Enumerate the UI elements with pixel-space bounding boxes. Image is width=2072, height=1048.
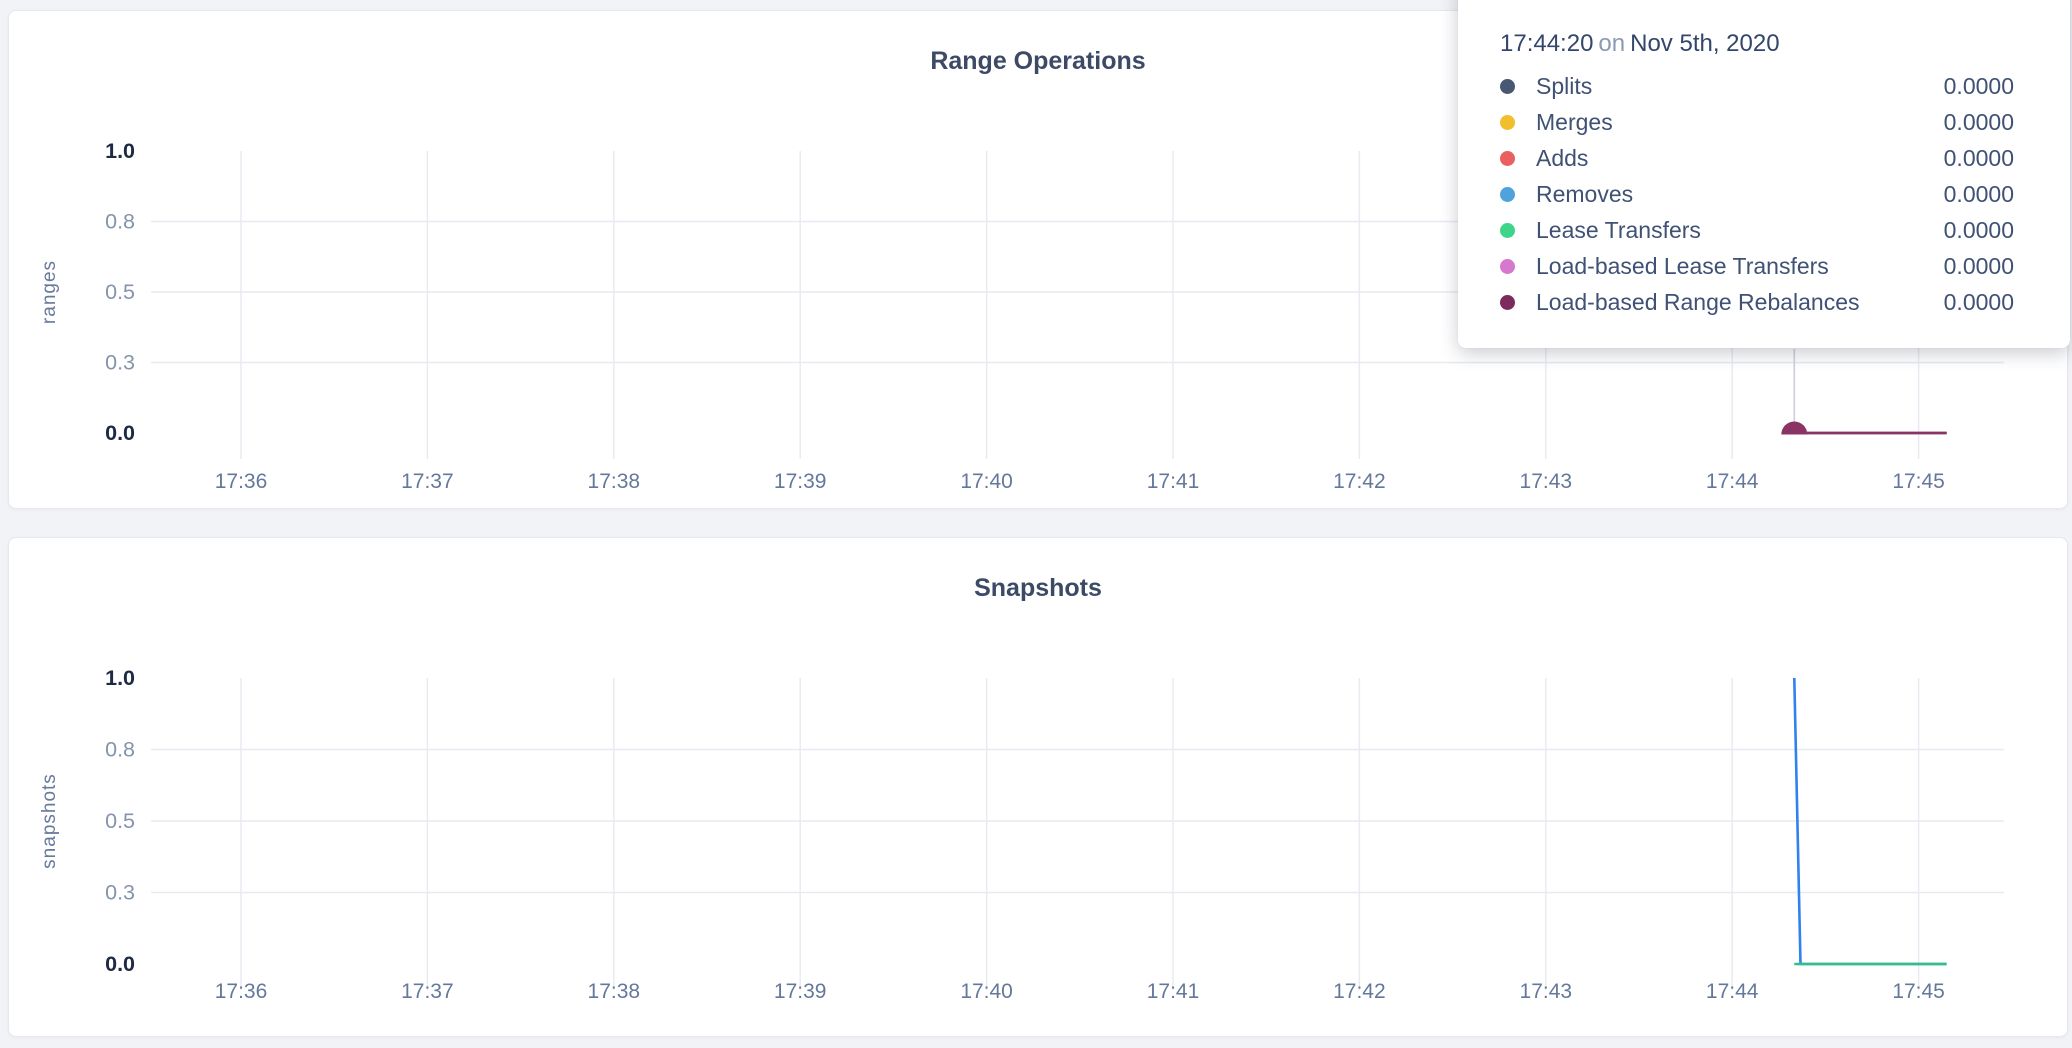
y-tick-label: 1.0 (105, 139, 135, 163)
series-value: 0.0000 (1943, 288, 2014, 315)
x-tick-label: 17:43 (1520, 980, 1573, 1003)
tooltip-series-list: Splits 0.0000 Merges 0.0000 Adds 0.0000 Remove… (1500, 68, 2014, 320)
series-color-dot (1500, 78, 1515, 94)
series-label: Splits (1536, 72, 1593, 99)
hover-tooltip: 17:44:20 on Nov 5th, 2020 Splits 0.0000 Merg… (1458, 0, 2070, 348)
tooltip-timestamp: 17:44:20 on Nov 5th, 2020 (1500, 28, 2014, 60)
tooltip-series-row: Lease Transfers 0.0000 (1500, 212, 2014, 248)
y-axis-label: ranges (39, 260, 60, 324)
snapshots-card: 17:36 17:37 17:38 17:39 17:40 17:41 17:42 17:43… (8, 537, 2068, 1037)
y-tick-label: 0.3 (105, 881, 135, 905)
x-tick-label: 17:39 (774, 980, 827, 1003)
x-tick-label: 17:42 (1333, 470, 1386, 493)
y-tick-label: 0.5 (105, 809, 135, 833)
x-tick-label: 17:42 (1333, 980, 1386, 1003)
x-tick-label: 17:44 (1706, 470, 1759, 493)
series-value: 0.0000 (1943, 108, 2014, 135)
x-tick-label: 17:38 (588, 470, 641, 493)
tooltip-series-row: Load-based Lease Transfers 0.0000 (1500, 248, 2014, 284)
series-label: Adds (1536, 144, 1589, 171)
series-value: 0.0000 (1943, 252, 2014, 279)
series-color-dot (1500, 114, 1515, 130)
hover-marker (1781, 421, 1808, 435)
series-label: Merges (1536, 108, 1613, 135)
y-tick-label: 0.0 (105, 421, 135, 445)
x-tick-label: 17:43 (1520, 470, 1573, 493)
range-operations-plot[interactable]: 17:36 17:37 17:38 17:39 17:40 17:41 17:42 17:43… (9, 11, 2069, 508)
snapshots-plot[interactable]: 17:36 17:37 17:38 17:39 17:40 17:41 17:42 17:43… (9, 538, 2069, 1036)
snapshots-title: Snapshots (974, 574, 1102, 602)
series-color-dot (1500, 186, 1515, 202)
series-value: 0.0000 (1943, 216, 2014, 243)
x-tick-label: 17:36 (215, 470, 268, 493)
series-label: Load-based Lease Transfers (1536, 252, 1829, 279)
series-value: 0.0000 (1943, 180, 2014, 207)
x-tick-label: 17:45 (1892, 470, 1945, 493)
x-tick-label: 17:36 (215, 980, 268, 1003)
y-tick-label: 0.5 (105, 280, 135, 304)
tooltip-connector: on (1598, 30, 1626, 57)
range-operations-chart-svg[interactable]: 17:36 17:37 17:38 17:39 17:40 17:41 17:42 17:43… (9, 11, 2069, 510)
y-axis-label: snapshots (39, 773, 60, 869)
tooltip-series-row: Load-based Range Rebalances 0.0000 (1500, 284, 2014, 320)
y-tick-label: 0.8 (105, 210, 135, 234)
series-label: Removes (1536, 180, 1634, 207)
y-tick-label: 0.3 (105, 351, 135, 375)
y-tick-label: 0.8 (105, 738, 135, 762)
tooltip-series-row: Splits 0.0000 (1500, 68, 2014, 104)
series-value: 0.0000 (1943, 144, 2014, 171)
tooltip-series-row: Merges 0.0000 (1500, 104, 2014, 140)
series-color-dot (1500, 222, 1515, 238)
range-operations-title: Range Operations (930, 47, 1146, 75)
tooltip-series-row: Removes 0.0000 (1500, 176, 2014, 212)
x-tick-label: 17:40 (960, 470, 1013, 493)
tooltip-series-row: Adds 0.0000 (1500, 140, 2014, 176)
x-tick-label: 17:45 (1892, 980, 1945, 1003)
tooltip-time: 17:44:20 (1500, 30, 1594, 57)
series-color-dot (1500, 258, 1515, 274)
series-label: Load-based Range Rebalances (1536, 288, 1860, 315)
y-tick-label: 0.0 (105, 952, 135, 976)
series-value: 0.0000 (1943, 72, 2014, 99)
series-color-dot (1500, 294, 1515, 310)
y-tick-label: 1.0 (105, 666, 135, 690)
x-tick-label: 17:41 (1147, 470, 1200, 493)
x-tick-label: 17:37 (401, 980, 454, 1003)
series-color-dot (1500, 150, 1515, 166)
x-tick-label: 17:38 (588, 980, 641, 1003)
series-label: Lease Transfers (1536, 216, 1701, 243)
snapshots-chart-svg[interactable]: 17:36 17:37 17:38 17:39 17:40 17:41 17:42 17:43… (9, 538, 2069, 1038)
x-tick-label: 17:40 (960, 980, 1013, 1003)
x-tick-label: 17:39 (774, 470, 827, 493)
tooltip-date: Nov 5th, 2020 (1630, 30, 1780, 57)
x-tick-label: 17:44 (1706, 980, 1759, 1003)
x-tick-label: 17:37 (401, 470, 454, 493)
x-tick-label: 17:41 (1147, 980, 1200, 1003)
